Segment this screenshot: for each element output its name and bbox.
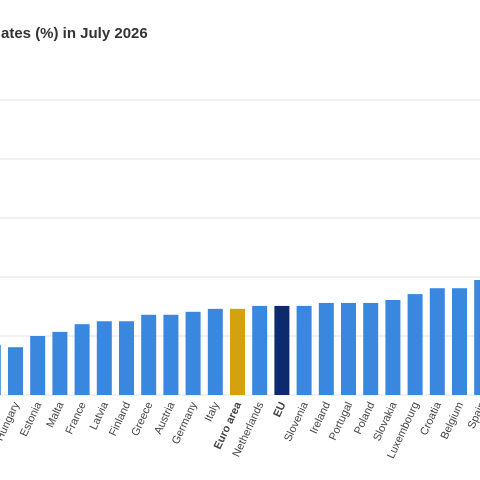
bar — [230, 308, 245, 395]
bar — [74, 324, 90, 395]
bar — [119, 321, 134, 395]
chart-title: ates (%) in July 2026 — [1, 25, 148, 42]
bar — [163, 314, 179, 395]
bar — [363, 302, 379, 395]
bar — [474, 279, 480, 395]
bar — [0, 344, 1, 395]
bar — [318, 302, 334, 395]
x-tick-label: Spain — [466, 400, 480, 431]
bar — [52, 331, 68, 395]
x-tick-label: Greece — [129, 400, 155, 438]
bar — [30, 336, 46, 395]
bar — [407, 294, 423, 395]
bar — [341, 302, 356, 395]
bar — [296, 305, 312, 395]
bar — [252, 305, 268, 395]
x-tick-label: Malta — [44, 399, 67, 429]
bar — [385, 300, 401, 395]
bar — [429, 288, 445, 395]
x-tick-label: France — [63, 400, 88, 436]
bar — [274, 305, 290, 395]
bar — [207, 308, 223, 395]
bar — [185, 311, 201, 395]
bar — [452, 288, 467, 395]
bar — [8, 347, 23, 395]
x-tick-label: Hungary — [0, 400, 22, 443]
bar — [96, 321, 112, 395]
x-tick-label: Latvia — [88, 399, 112, 431]
bar — [141, 314, 157, 395]
x-tick-label: Italy — [203, 400, 223, 424]
x-tick-label: EU — [271, 400, 288, 419]
